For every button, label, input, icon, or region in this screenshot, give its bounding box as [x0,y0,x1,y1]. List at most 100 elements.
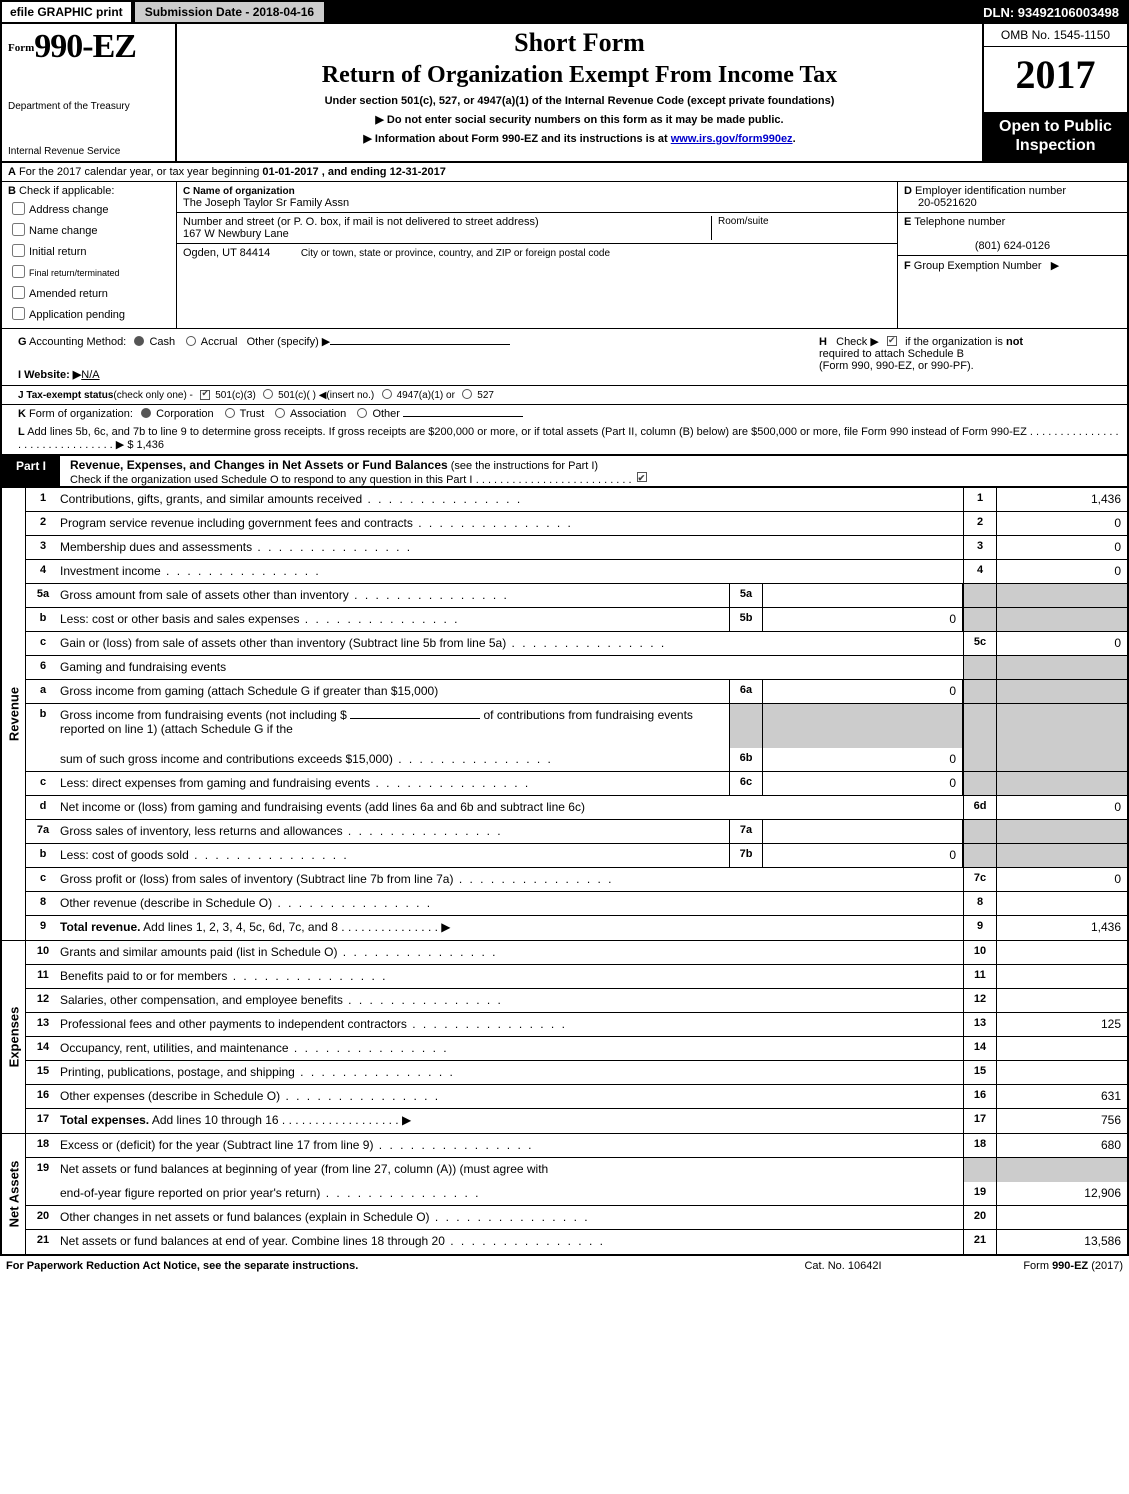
form-title-2: Return of Organization Exempt From Incom… [187,62,972,89]
line-6: 6Gaming and fundraising events [26,656,1127,680]
footer-paperwork-notice: For Paperwork Reduction Act Notice, see … [6,1260,723,1272]
sub3-pre: Information about Form 990-EZ and its in… [375,133,671,145]
city-value: Ogden, UT 84414 [183,247,270,259]
col-b-checkboxes: B Check if applicable: Address change Na… [2,182,177,328]
radio-trust-icon[interactable] [225,408,235,418]
sub3-post: . [793,133,796,145]
line-17: 17Total expenses. Add lines 10 through 1… [26,1109,1127,1133]
accounting-method-text: Accounting Method: [29,336,126,348]
line-19-2: end-of-year figure reported on prior yea… [26,1182,1127,1206]
line-10: 10Grants and similar amounts paid (list … [26,941,1127,965]
box-f-group: F Group Exemption Number ▶ [898,256,1127,275]
opt-501c: 501(c)( ) [278,390,316,401]
header-left: Form990-EZ Department of the Treasury In… [2,24,177,161]
form-subtitle-1: Under section 501(c), 527, or 4947(a)(1)… [187,95,972,107]
radio-corp-icon[interactable] [141,408,151,418]
chk-4947[interactable] [382,389,392,399]
opt-other-org: Other [372,408,400,420]
radio-other-icon[interactable] [357,408,367,418]
org-name-block: C Name of organization The Joseph Taylor… [177,182,897,213]
line-7a: 7aGross sales of inventory, less returns… [26,820,1127,844]
h-check-post: if the organization is [905,336,1003,348]
footer-cat-no: Cat. No. 10642I [723,1260,963,1272]
label-b: B [8,185,16,197]
year-text-pre: For the 2017 calendar year, or tax year … [19,166,262,178]
tax-year: 2017 [984,47,1127,112]
fundraising-amount-input[interactable] [350,718,480,719]
label-g: G [18,336,27,348]
row-gh-left: G Accounting Method: Cash Accrual Other … [18,335,819,381]
open-public-1: Open to Public [999,118,1112,135]
line-11: 11Benefits paid to or for members11 [26,965,1127,989]
line-6d: dNet income or (loss) from gaming and fu… [26,796,1127,820]
line-7c: cGross profit or (loss) from sales of in… [26,868,1127,892]
street-caption: Number and street (or P. O. box, if mail… [183,216,539,228]
radio-assoc-icon[interactable] [275,408,285,418]
label-d: D [904,185,912,197]
radio-accrual-icon[interactable] [186,336,196,346]
l-text: Add lines 5b, 6c, and 7b to line 9 to de… [27,426,1027,438]
line-2: 2Program service revenue including gover… [26,512,1127,536]
label-h: H [819,336,827,348]
line-5c: cGain or (loss) from sale of assets othe… [26,632,1127,656]
opt-4947: 4947(a)(1) or [397,390,455,401]
group-exemption-caption: Group Exemption Number [914,260,1042,272]
radio-cash-icon[interactable] [134,336,144,346]
opt-527: 527 [477,390,494,401]
opt-accrual: Accrual [201,336,238,348]
label-e: E [904,216,911,228]
dept-irs: Internal Revenue Service [8,146,169,157]
line-15: 15Printing, publications, postage, and s… [26,1061,1127,1085]
h-check-pre: Check ▶ [836,336,879,348]
topbar-spacer [326,2,975,24]
part-1-header: Part I Revenue, Expenses, and Changes in… [2,456,1127,487]
ein-value: 20-0521620 [904,197,977,209]
row-gh: G Accounting Method: Cash Accrual Other … [2,329,1127,386]
line-1: 1Contributions, gifts, grants, and simil… [26,488,1127,512]
submission-date: Submission Date - 2018-04-16 [133,2,326,24]
chk-527[interactable] [462,389,472,399]
line-3: 3Membership dues and assessments30 [26,536,1127,560]
other-org-input[interactable] [403,416,523,417]
street-block: Number and street (or P. O. box, if mail… [177,213,897,244]
row-k-form-of-org: K Form of organization: Corporation Trus… [2,405,1127,423]
chk-schedule-o[interactable] [637,472,647,482]
chk-initial-return[interactable]: Initial return [8,241,170,260]
footer-form-ref: Form 990-EZ (2017) [963,1260,1123,1272]
part-1-title-sub: (see the instructions for Part I) [448,460,598,472]
opt-cash: Cash [149,336,175,348]
chk-name-change[interactable]: Name change [8,220,170,239]
check-if-text: Check if applicable: [19,185,114,197]
chk-schedule-b[interactable] [887,336,897,346]
instructions-link[interactable]: www.irs.gov/form990ez [671,133,793,145]
other-specify-input[interactable] [330,344,510,345]
chk-501c[interactable] [263,389,273,399]
row-h: H Check ▶ if the organization is not req… [819,335,1119,381]
chk-amended-return[interactable]: Amended return [8,283,170,302]
opt-501c3: 501(c)(3) [215,390,256,401]
revenue-section: Revenue 1Contributions, gifts, grants, a… [2,487,1127,940]
line-6b-1: bGross income from fundraising events (n… [26,704,1127,748]
line-19-1: 19Net assets or fund balances at beginni… [26,1158,1127,1182]
expenses-label: Expenses [2,941,26,1133]
line-20: 20Other changes in net assets or fund ba… [26,1206,1127,1230]
section-bcdef: B Check if applicable: Address change Na… [2,182,1127,329]
open-public-2: Inspection [1015,137,1095,154]
row-a-tax-year: A For the 2017 calendar year, or tax yea… [2,163,1127,182]
line-16: 16Other expenses (describe in Schedule O… [26,1085,1127,1109]
chk-application-pending[interactable]: Application pending [8,304,170,323]
chk-501c3[interactable] [200,390,210,400]
website-value: N/A [81,369,99,381]
chk-address-change[interactable]: Address change [8,199,170,218]
line-6b-2: sum of such gross income and contributio… [26,748,1127,772]
header-center: Short Form Return of Organization Exempt… [177,24,982,161]
dln-number: DLN: 93492106003498 [975,2,1127,24]
part-1-check-line: Check if the organization used Schedule … [70,474,472,486]
chk-final-return[interactable]: Final return/terminated [8,262,170,281]
org-name-caption: Name of organization [193,186,295,197]
form-title-1: Short Form [187,28,972,58]
top-bar: efile GRAPHIC print Submission Date - 20… [2,2,1127,24]
form-prefix: Form [8,42,34,54]
open-to-public: Open to Public Inspection [984,112,1127,161]
line-8: 8Other revenue (describe in Schedule O)8 [26,892,1127,916]
